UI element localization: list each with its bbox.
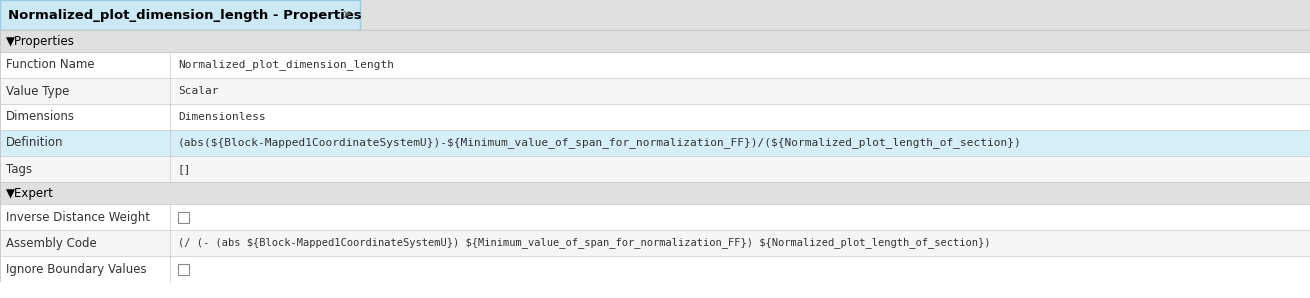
Text: (/ (- (abs ${Block-Mapped1CoordinateSystemU}) ${Minimum_value_of_span_for_normal: (/ (- (abs ${Block-Mapped1CoordinateSyst… [178, 238, 990, 249]
Bar [0, 282, 1310, 298]
Bar [0, 130, 1310, 156]
Bar [0, 256, 1310, 282]
Text: ▼Properties: ▼Properties [7, 35, 75, 47]
Bar [0, 230, 1310, 256]
Text: Value Type: Value Type [7, 85, 69, 97]
Text: []: [] [178, 164, 191, 174]
Text: Dimensionless: Dimensionless [178, 112, 266, 122]
Text: x: x [343, 9, 350, 21]
Text: Function Name: Function Name [7, 58, 94, 72]
Bar [0, 52, 1310, 78]
Text: Normalized_plot_dimension_length - Properties: Normalized_plot_dimension_length - Prope… [8, 9, 362, 21]
Bar [0, 156, 1310, 182]
Bar [0, 78, 1310, 104]
Bar [0, 182, 1310, 204]
Bar [0, 30, 1310, 52]
Bar [0, 104, 1310, 130]
Bar [0, 204, 1310, 230]
Text: Assembly Code: Assembly Code [7, 237, 97, 249]
Text: ▼Expert: ▼Expert [7, 187, 54, 199]
Text: (abs(${Block-Mapped1CoordinateSystemU})-${Minimum_value_of_span_for_normalizatio: (abs(${Block-Mapped1CoordinateSystemU})-… [178, 138, 1022, 148]
Text: Dimensions: Dimensions [7, 111, 75, 123]
Bar [178, 212, 189, 223]
Text: Scalar: Scalar [178, 86, 219, 96]
Text: Definition: Definition [7, 136, 63, 150]
Bar [0, 0, 360, 30]
Text: Ignore Boundary Values: Ignore Boundary Values [7, 263, 147, 275]
Bar [0, 30, 1310, 298]
Text: Inverse Distance Weight: Inverse Distance Weight [7, 210, 151, 224]
Text: Tags: Tags [7, 162, 33, 176]
Text: Normalized_plot_dimension_length: Normalized_plot_dimension_length [178, 60, 394, 70]
Bar [0, 0, 1310, 30]
Bar [178, 263, 189, 274]
